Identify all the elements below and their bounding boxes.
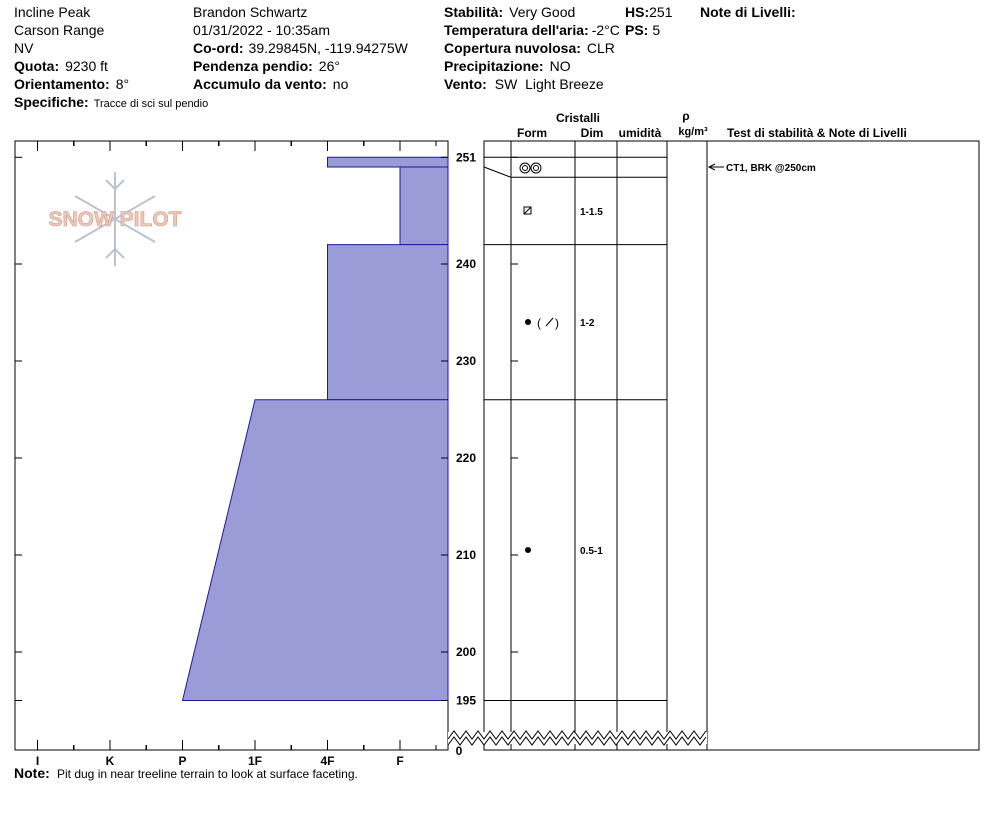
range: Carson Range bbox=[14, 22, 104, 38]
label: Orientamento: bbox=[14, 76, 110, 92]
label: PS: bbox=[625, 22, 648, 38]
value: 251 bbox=[649, 4, 673, 20]
table-frame bbox=[483, 140, 980, 751]
stability: Stabilità: Very Good bbox=[444, 4, 575, 20]
svg-text:(: ( bbox=[537, 316, 541, 330]
hardness-layer bbox=[181, 399, 449, 701]
precip: Precipitazione: NO bbox=[444, 58, 571, 74]
value: 39.29845N, -119.94275W bbox=[249, 40, 409, 56]
grain-symbols: () bbox=[519, 162, 559, 553]
hardness-label: F bbox=[396, 754, 403, 768]
layer-connector bbox=[483, 166, 512, 178]
depth-label: 230 bbox=[456, 354, 476, 368]
break-line bbox=[447, 730, 707, 740]
wind-loading: Accumulo da vento: no bbox=[193, 76, 349, 92]
datetime: 01/31/2022 - 10:35am bbox=[193, 22, 330, 38]
label: Pendenza pendio: bbox=[193, 58, 313, 74]
depth-label: 195 bbox=[456, 694, 476, 708]
ground-label: 0 bbox=[456, 744, 463, 758]
value: no bbox=[333, 76, 349, 92]
note-label: Note: bbox=[14, 765, 50, 781]
hardness-layer bbox=[327, 244, 449, 401]
coords: Co-ord: 39.29845N, -119.94275W bbox=[193, 40, 409, 56]
hardness-label: K bbox=[106, 754, 115, 768]
label: HS: bbox=[625, 4, 649, 20]
aspect: Orientamento: 8° bbox=[14, 76, 129, 92]
label: Precipitazione: bbox=[444, 58, 544, 74]
density-header: ρ bbox=[682, 109, 689, 123]
depth-label: 240 bbox=[456, 257, 476, 271]
observer: Brandon Schwartz bbox=[193, 4, 307, 20]
depth-label: 251 bbox=[456, 150, 476, 164]
value: 26° bbox=[319, 58, 340, 74]
value: 5 bbox=[652, 22, 660, 38]
value: Very Good bbox=[509, 4, 575, 20]
comments: Specifiche: Tracce di sci sul pendio bbox=[14, 94, 208, 110]
label: Temperatura dell'aria: bbox=[444, 22, 589, 38]
ps: PS: 5 bbox=[625, 22, 660, 38]
hs: HS:251 bbox=[625, 4, 673, 20]
break-line bbox=[447, 736, 707, 746]
label: Quota: bbox=[14, 58, 59, 74]
note-text: Pit dug in near treeline terrain to look… bbox=[57, 767, 358, 781]
elevation: Quota: 9230 ft bbox=[14, 58, 108, 74]
depth-label: 210 bbox=[456, 548, 476, 562]
ps-bg bbox=[623, 23, 671, 39]
location: Incline Peak bbox=[14, 4, 91, 20]
label: Vento: bbox=[444, 76, 487, 92]
air-temp: Temperatura dell'aria: -2°C bbox=[444, 22, 620, 38]
value: NO bbox=[550, 58, 571, 74]
depth-label: 220 bbox=[456, 451, 476, 465]
value: CLR bbox=[587, 40, 615, 56]
density-unit: kg/m³ bbox=[678, 126, 708, 138]
grain-size: 1-1.5 bbox=[580, 207, 603, 218]
wind: Vento: SW Light Breeze bbox=[444, 76, 604, 92]
value: 9230 ft bbox=[65, 58, 108, 74]
moisture-header: umidità bbox=[619, 126, 662, 140]
value: SW Light Breeze bbox=[495, 76, 604, 92]
svg-text:): ) bbox=[555, 316, 559, 330]
value: Tracce di sci sul pendio bbox=[94, 98, 209, 110]
grain-size: 0.5-1 bbox=[580, 546, 603, 557]
value: 8° bbox=[116, 76, 129, 92]
logo-text: SNOW PILOT bbox=[49, 208, 182, 231]
hardness-label: I bbox=[36, 754, 39, 768]
label: Specifiche: bbox=[14, 94, 89, 110]
hardness-label: 4F bbox=[320, 754, 334, 768]
form-header: Form bbox=[517, 126, 547, 140]
slope: Pendenza pendio: 26° bbox=[193, 58, 340, 74]
hardness-label: P bbox=[178, 754, 186, 768]
state: NV bbox=[14, 40, 34, 56]
layer-notes-label: Note di Livelli: bbox=[700, 4, 796, 20]
value: -2°C bbox=[592, 22, 620, 38]
label: Accumulo da vento: bbox=[193, 76, 327, 92]
logo bbox=[74, 172, 156, 266]
size-header: Dim bbox=[581, 126, 604, 140]
label: Copertura nuvolosa: bbox=[444, 40, 581, 56]
label: Co-ord: bbox=[193, 40, 244, 56]
test-arrowhead bbox=[707, 163, 716, 171]
depth-label: 200 bbox=[456, 645, 476, 659]
test-text: CT1, BRK @250cm bbox=[726, 163, 816, 174]
hardness-label: 1F bbox=[248, 754, 262, 768]
sky: Copertura nuvolosa: CLR bbox=[444, 40, 615, 56]
crystals-header: Cristalli bbox=[556, 111, 600, 125]
grain-size: 1-2 bbox=[580, 318, 595, 329]
label: Stabilità: bbox=[444, 4, 503, 20]
break-bg bbox=[448, 732, 707, 744]
hardness-layer bbox=[399, 166, 449, 246]
tests-header: Test di stabilità & Note di Livelli bbox=[727, 126, 907, 140]
hardness-layer bbox=[327, 156, 449, 168]
